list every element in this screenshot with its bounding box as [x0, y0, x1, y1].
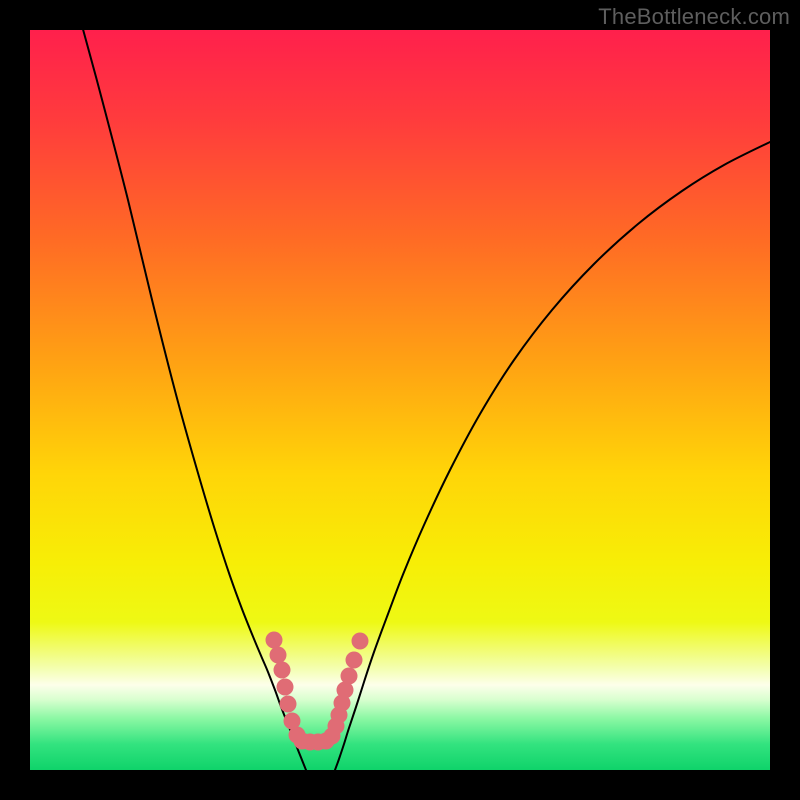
marker-dot [280, 696, 297, 713]
marker-dot [266, 632, 283, 649]
marker-dot [277, 679, 294, 696]
chart-svg [0, 0, 800, 800]
watermark-text: TheBottleneck.com [598, 4, 790, 30]
plot-background [30, 30, 770, 770]
marker-dot [341, 668, 358, 685]
marker-dot [346, 652, 363, 669]
marker-dot [352, 633, 369, 650]
marker-dot [274, 662, 291, 679]
marker-dot [270, 647, 287, 664]
chart-container: TheBottleneck.com [0, 0, 800, 800]
